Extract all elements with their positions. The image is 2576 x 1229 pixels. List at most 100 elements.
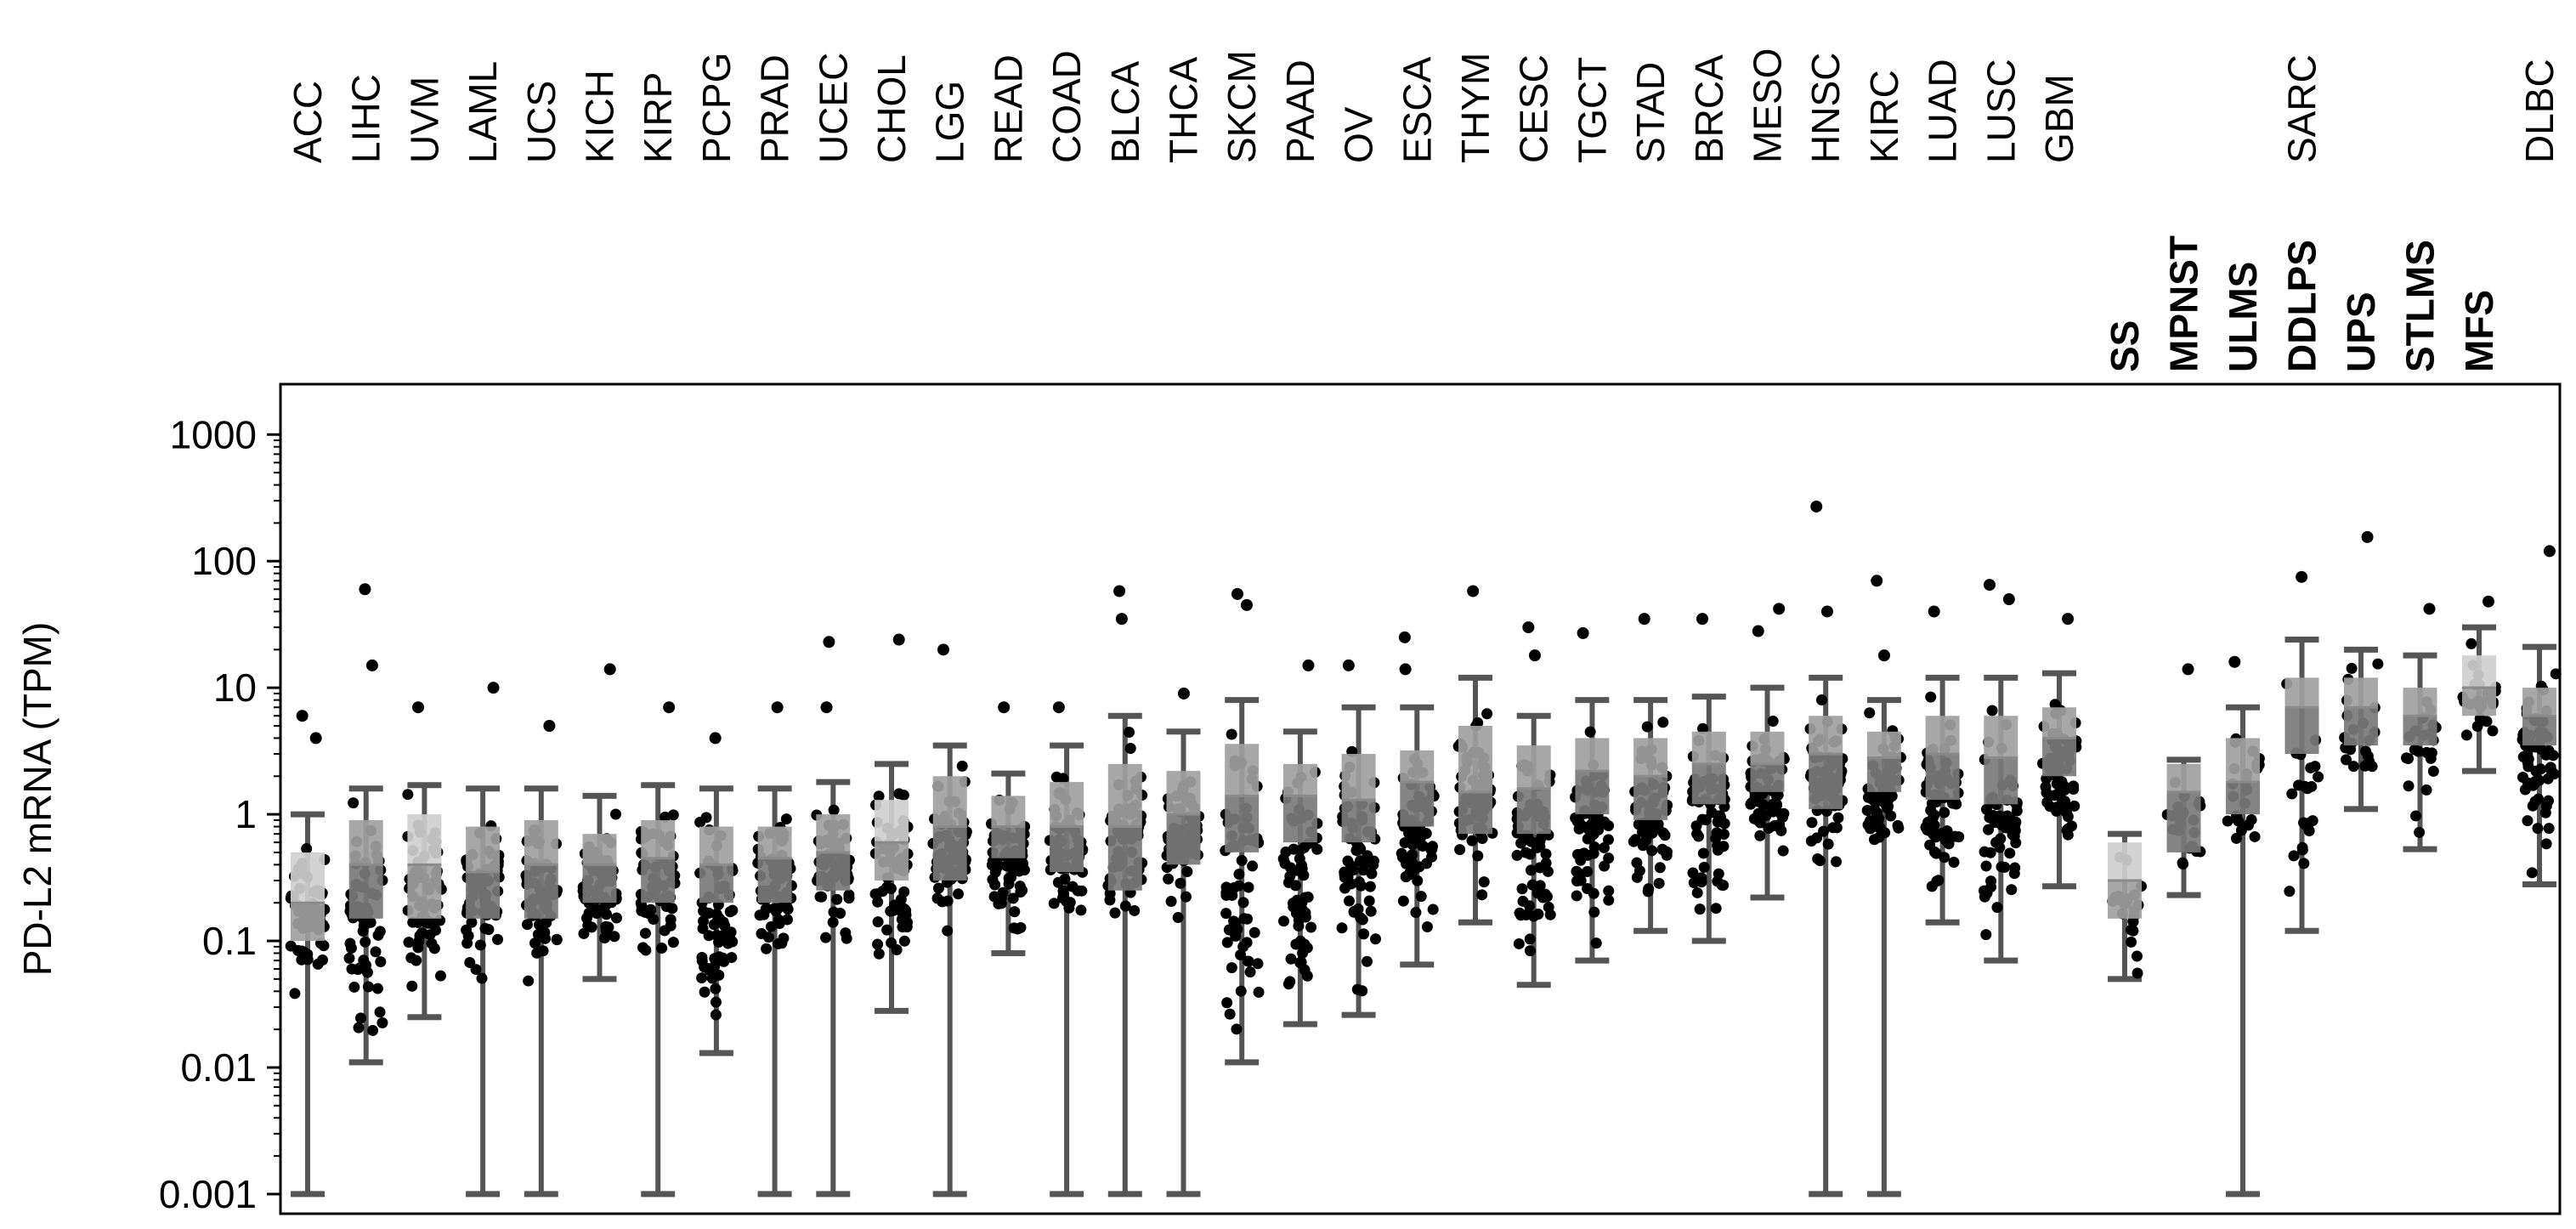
data-point bbox=[1235, 949, 1247, 960]
category-label: MFS bbox=[2457, 290, 2501, 372]
data-point bbox=[426, 937, 438, 949]
box-lower bbox=[1050, 826, 1084, 873]
box-lihc bbox=[343, 583, 388, 1066]
data-point bbox=[1922, 824, 1933, 835]
data-point bbox=[1996, 819, 2007, 831]
category-label: ULMS bbox=[2221, 262, 2265, 372]
data-point bbox=[1637, 840, 1649, 852]
category-label: OV bbox=[1337, 106, 1381, 163]
outlier-point bbox=[359, 583, 371, 596]
category-label: UVM bbox=[402, 76, 446, 163]
data-point bbox=[348, 981, 360, 993]
box-prad bbox=[752, 701, 797, 1198]
outlier-point bbox=[1399, 663, 1412, 676]
data-point bbox=[2360, 745, 2372, 757]
data-point bbox=[1818, 825, 1830, 837]
data-point bbox=[1984, 847, 1996, 858]
data-point bbox=[1603, 885, 1615, 897]
data-point bbox=[1770, 798, 1782, 810]
category-label: PAAD bbox=[1278, 59, 1322, 163]
data-point bbox=[1221, 937, 1233, 949]
data-point bbox=[1059, 873, 1071, 885]
box-stad bbox=[1628, 613, 1673, 934]
data-point bbox=[1582, 883, 1594, 895]
box-lower bbox=[757, 858, 792, 903]
y-axis-title: PD-L2 mRNA (TPM) bbox=[15, 622, 59, 977]
outlier-point bbox=[2423, 603, 2436, 615]
data-point bbox=[1057, 888, 1069, 900]
y-tick-label: 10 bbox=[213, 665, 257, 710]
data-point bbox=[1590, 937, 1602, 949]
box-lower bbox=[2522, 716, 2556, 746]
data-point bbox=[1542, 865, 1554, 877]
data-point bbox=[1243, 881, 1254, 893]
data-point bbox=[1007, 892, 1019, 904]
data-point bbox=[523, 975, 535, 987]
box-series bbox=[285, 500, 2562, 1198]
data-point bbox=[1602, 834, 1614, 846]
box-upper bbox=[875, 800, 909, 843]
box-upper bbox=[2462, 655, 2496, 688]
data-point bbox=[956, 760, 968, 772]
data-point bbox=[2288, 850, 2300, 862]
data-point bbox=[362, 981, 374, 993]
data-point bbox=[1343, 895, 1355, 907]
data-point bbox=[434, 970, 446, 982]
outlier-point bbox=[2543, 545, 2556, 558]
data-point bbox=[1939, 807, 1950, 818]
box-meso bbox=[1745, 603, 1790, 901]
data-point bbox=[1822, 838, 1834, 850]
box-upper bbox=[1282, 763, 1317, 796]
outlier-point bbox=[1983, 579, 1996, 592]
data-point bbox=[578, 927, 590, 939]
data-point bbox=[1235, 985, 1247, 997]
box-mfs bbox=[2457, 595, 2501, 774]
data-point bbox=[1277, 853, 1289, 865]
box-lower bbox=[1225, 796, 1260, 852]
data-point bbox=[1348, 864, 1360, 876]
box-upper bbox=[1516, 745, 1551, 789]
category-label: KICH bbox=[578, 70, 622, 163]
data-point bbox=[711, 909, 722, 920]
data-point bbox=[2529, 796, 2541, 807]
data-point bbox=[710, 996, 722, 1008]
box-upper bbox=[2108, 842, 2142, 881]
outlier-point bbox=[1052, 701, 1065, 714]
data-point bbox=[2534, 774, 2545, 786]
outlier-point bbox=[1231, 587, 1243, 600]
box-ucec bbox=[811, 636, 855, 1198]
data-point bbox=[1293, 902, 1305, 914]
box-blca bbox=[1102, 585, 1148, 1198]
data-point bbox=[531, 947, 543, 959]
data-point bbox=[1577, 820, 1589, 832]
outlier-point bbox=[1810, 500, 1823, 513]
data-point bbox=[1248, 926, 1260, 938]
outlier-point bbox=[412, 701, 425, 714]
data-point bbox=[1863, 818, 1875, 830]
data-point bbox=[1777, 845, 1789, 857]
data-point bbox=[1657, 716, 1669, 728]
box-ucs bbox=[520, 719, 563, 1198]
box-lower bbox=[1984, 757, 2018, 805]
data-point bbox=[586, 921, 597, 933]
box-lower bbox=[699, 864, 733, 903]
outlier-point bbox=[2002, 593, 2015, 606]
data-point bbox=[1415, 891, 1427, 903]
box-lower bbox=[875, 842, 909, 881]
data-point bbox=[1067, 881, 1079, 892]
data-point bbox=[1812, 852, 1824, 864]
data-point bbox=[1871, 809, 1883, 821]
data-point bbox=[1693, 830, 1705, 842]
data-point bbox=[1767, 715, 1779, 727]
box-thca bbox=[1161, 687, 1205, 1198]
data-point bbox=[1990, 836, 2002, 848]
box-lower bbox=[1516, 788, 1551, 835]
data-point bbox=[696, 951, 708, 963]
data-point bbox=[708, 919, 720, 931]
data-point bbox=[1831, 856, 1843, 868]
data-point bbox=[780, 813, 792, 825]
data-point bbox=[1805, 835, 1817, 847]
box-upper bbox=[1400, 750, 1435, 783]
data-point bbox=[1180, 891, 1192, 903]
